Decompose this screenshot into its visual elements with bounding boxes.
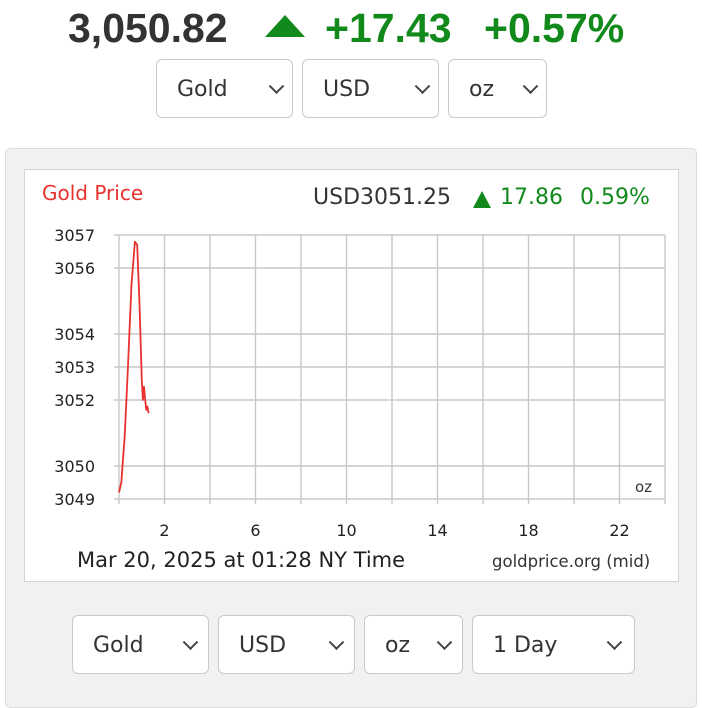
unit-label: oz	[635, 478, 652, 496]
currency-select[interactable]: USD	[302, 59, 439, 118]
unit-select-bottom[interactable]: oz	[364, 615, 463, 674]
price-change-percent: +0.57%	[484, 5, 625, 51]
x-tick-label: 6	[250, 521, 260, 540]
x-axis-ticks: 2 6 10 14 18 22	[159, 521, 629, 540]
x-tick-label: 18	[518, 521, 538, 540]
chevron-down-icon	[182, 633, 199, 650]
x-tick-label: 14	[427, 521, 447, 540]
x-tick-label: 22	[609, 521, 629, 540]
y-tick-label: 3054	[54, 325, 95, 344]
current-price: 3,050.82	[68, 5, 228, 51]
currency-select-value: USD	[323, 77, 371, 102]
currency-select-value: USD	[239, 633, 287, 658]
chevron-down-icon	[436, 633, 453, 650]
unit-select-value: oz	[385, 633, 411, 658]
price-change: +17.43	[325, 5, 452, 51]
metal-select[interactable]: Gold	[156, 59, 293, 118]
period-select[interactable]: 1 Day	[472, 615, 635, 674]
metal-select-value: Gold	[177, 77, 228, 102]
chevron-down-icon	[268, 77, 285, 94]
y-tick-label: 3057	[54, 226, 95, 245]
chart-grid	[114, 234, 666, 504]
y-tick-label: 3056	[54, 259, 95, 278]
chevron-down-icon	[606, 633, 623, 650]
chevron-down-icon	[414, 77, 431, 94]
chart-box: 3049 3050 3052 3053 3054 3056 3057 2 6 10 14 18 22 …	[24, 169, 679, 582]
metal-select-value: Gold	[93, 633, 144, 658]
chart-title: Gold Price	[42, 181, 143, 205]
chart-header-price: USD3051.25	[313, 185, 451, 210]
y-tick-label: 3049	[54, 490, 95, 509]
period-select-value: 1 Day	[493, 633, 558, 658]
unit-select[interactable]: oz	[448, 59, 547, 118]
unit-select-value: oz	[469, 77, 495, 102]
y-tick-label: 3052	[54, 391, 95, 410]
up-triangle-icon	[473, 191, 491, 208]
chart-header-percent: 0.59%	[580, 185, 650, 210]
chart-timestamp: Mar 20, 2025 at 01:28 NY Time	[77, 548, 405, 572]
chevron-down-icon	[522, 77, 539, 94]
chart-source: goldprice.org (mid)	[492, 552, 650, 571]
x-tick-label: 10	[336, 521, 356, 540]
chevron-down-icon	[328, 633, 345, 650]
y-tick-label: 3053	[54, 358, 95, 377]
chart-header-change: 17.86	[500, 185, 563, 210]
y-axis-ticks: 3049 3050 3052 3053 3054 3056 3057	[54, 226, 95, 509]
x-tick-label: 2	[159, 521, 169, 540]
y-tick-label: 3050	[54, 457, 95, 476]
price-ticker: 3,050.82 +17.43 +0.57%	[0, 2, 702, 54]
currency-select-bottom[interactable]: USD	[218, 615, 355, 674]
price-line	[118, 240, 150, 493]
metal-select-bottom[interactable]: Gold	[72, 615, 209, 674]
up-triangle-icon	[265, 15, 305, 37]
